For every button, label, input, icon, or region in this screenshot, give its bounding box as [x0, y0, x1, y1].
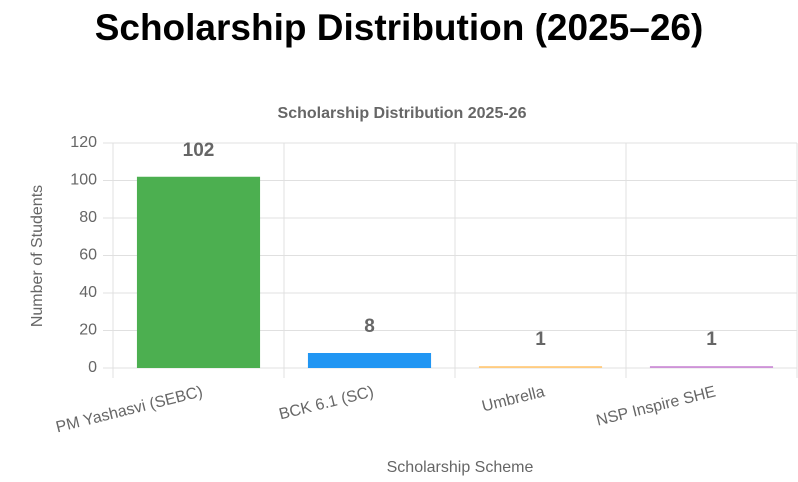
x-tick-label: Umbrella — [480, 383, 546, 415]
x-tick-label: NSP Inspire SHE — [595, 383, 718, 429]
y-tick-label: 100 — [70, 172, 97, 189]
x-axis-title: Scholarship Scheme — [387, 459, 534, 476]
x-tick-label: PM Yashasvi (SEBC) — [54, 383, 204, 436]
y-tick-label: 120 — [70, 134, 97, 151]
y-tick-label: 80 — [79, 209, 97, 226]
data-label: 102 — [183, 140, 215, 161]
bar — [649, 366, 774, 368]
data-label: 8 — [364, 316, 375, 337]
y-tick-label: 60 — [79, 247, 97, 264]
bar — [136, 176, 261, 368]
y-axis-title: Number of Students — [29, 185, 46, 327]
bar — [478, 366, 603, 368]
y-tick-label: 20 — [79, 322, 97, 339]
page-heading: Scholarship Distribution (2025–26) — [95, 7, 704, 48]
chart-title: Scholarship Distribution 2025-26 — [278, 105, 527, 122]
data-label: 1 — [706, 329, 717, 350]
y-tick-label: 40 — [79, 284, 97, 301]
y-tick-label: 0 — [88, 359, 97, 376]
bar — [307, 353, 432, 368]
data-label: 1 — [535, 329, 546, 350]
x-tick-label: BCK 6.1 (SC) — [277, 383, 375, 423]
